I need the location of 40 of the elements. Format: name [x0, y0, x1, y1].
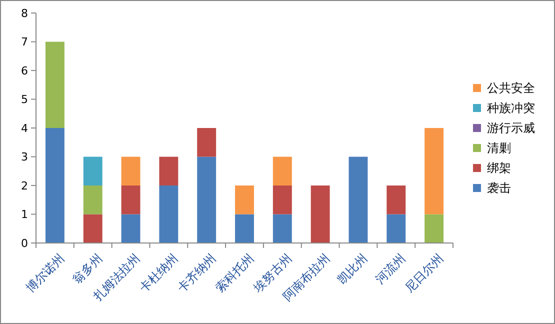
bar	[424, 214, 444, 243]
y-tick-label: 3	[21, 150, 28, 164]
legend-label: 清剿	[487, 141, 511, 156]
bar	[121, 156, 140, 186]
bar	[272, 214, 292, 243]
legend-label: 游行示威	[487, 121, 535, 136]
y-tick-label: 1	[21, 208, 28, 222]
bar	[272, 186, 292, 214]
bar	[121, 186, 140, 214]
bar	[159, 186, 178, 243]
bar	[424, 128, 444, 214]
bar	[272, 156, 292, 186]
legend-label: 种族冲突	[487, 101, 535, 116]
legend-label: 绑架	[487, 161, 511, 176]
y-tick-label: 5	[21, 93, 28, 106]
y-tick-label: 2	[21, 179, 28, 192]
bar	[45, 128, 64, 243]
bar	[235, 186, 254, 214]
bar	[197, 128, 216, 157]
bar	[235, 214, 254, 243]
y-tick-label: 0	[21, 236, 28, 250]
y-tick-label: 7	[21, 36, 28, 49]
bar	[386, 214, 406, 243]
bar	[83, 156, 102, 186]
y-tick-label: 6	[21, 64, 28, 78]
bar	[197, 156, 216, 243]
y-tick-label: 4	[21, 122, 28, 135]
bar	[83, 186, 102, 214]
bar	[386, 186, 406, 214]
x-tick-label: 凯比州	[334, 251, 370, 287]
bar	[83, 214, 102, 243]
y-tick-label: 8	[21, 6, 28, 20]
bar	[121, 214, 140, 243]
legend-label: 公共安全	[487, 81, 535, 96]
bar	[310, 186, 330, 243]
bar	[159, 156, 178, 186]
bar	[45, 42, 64, 128]
x-tick-label: 博尔诺州	[23, 251, 68, 295]
legend-label: 袭击	[487, 181, 511, 196]
bar	[348, 156, 368, 243]
